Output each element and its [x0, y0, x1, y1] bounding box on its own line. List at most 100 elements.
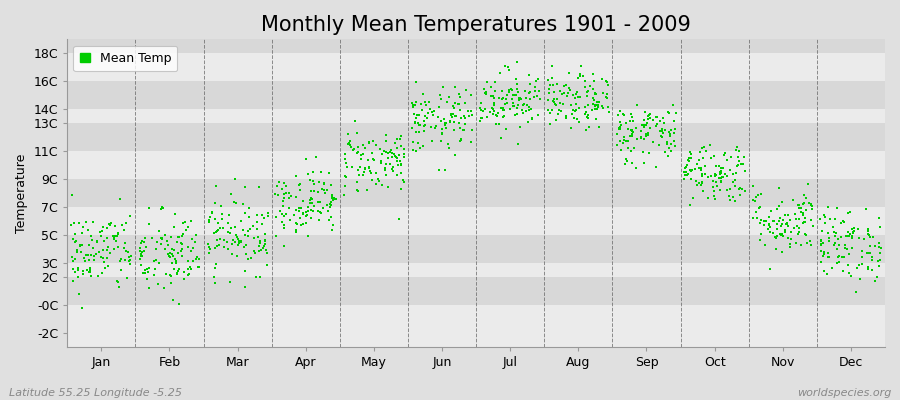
Point	[708, 196, 723, 202]
Point	[319, 190, 333, 196]
Point	[68, 238, 83, 244]
Point	[713, 186, 727, 193]
Point	[636, 124, 651, 131]
Point	[612, 124, 626, 131]
Point	[210, 243, 224, 249]
Point	[637, 117, 652, 123]
Point	[184, 266, 199, 273]
Point	[186, 258, 201, 264]
Point	[761, 214, 776, 220]
Point	[73, 243, 87, 250]
Point	[773, 230, 788, 237]
Point	[774, 232, 788, 239]
Point	[74, 249, 88, 255]
Point	[441, 140, 455, 147]
Point	[228, 176, 242, 182]
Point	[253, 237, 267, 244]
Point	[258, 238, 273, 244]
Point	[316, 204, 330, 211]
Point	[363, 168, 377, 174]
Point	[303, 196, 318, 203]
Point	[798, 231, 813, 237]
Point	[305, 169, 320, 175]
Point	[79, 219, 94, 226]
Point	[650, 114, 664, 121]
Point	[166, 266, 181, 272]
Point	[792, 229, 806, 236]
Point	[840, 246, 854, 253]
Point	[162, 250, 176, 257]
Point	[852, 234, 867, 241]
Point	[729, 147, 743, 154]
Point	[547, 96, 562, 102]
Point	[790, 222, 805, 229]
Point	[438, 124, 453, 131]
Point	[572, 105, 587, 111]
Point	[564, 111, 579, 117]
Point	[814, 241, 829, 248]
Point	[379, 132, 393, 138]
Point	[806, 203, 820, 209]
Point	[770, 226, 784, 232]
Point	[385, 166, 400, 172]
Point	[100, 224, 114, 231]
Point	[325, 193, 339, 200]
Point	[778, 227, 793, 234]
Point	[166, 246, 180, 252]
Point	[366, 156, 381, 163]
Point	[706, 178, 720, 184]
Point	[799, 207, 814, 214]
Point	[157, 285, 171, 292]
Point	[832, 253, 846, 259]
Point	[350, 149, 365, 156]
Bar	[68, 277, 885, 305]
Point	[505, 96, 519, 103]
Point	[874, 245, 888, 252]
Point	[156, 205, 170, 211]
Point	[629, 165, 643, 171]
Point	[828, 216, 842, 223]
Point	[362, 139, 376, 145]
Point	[116, 227, 130, 233]
Point	[103, 250, 117, 256]
Point	[86, 219, 100, 226]
Point	[592, 124, 607, 130]
Point	[84, 233, 98, 240]
Point	[302, 177, 317, 184]
Point	[652, 142, 666, 148]
Point	[248, 235, 262, 242]
Point	[526, 115, 540, 122]
Point	[700, 194, 715, 201]
Point	[137, 248, 151, 254]
Point	[327, 195, 341, 202]
Point	[269, 214, 284, 221]
Point	[757, 222, 771, 228]
Point	[202, 244, 217, 250]
Point	[444, 111, 458, 118]
Point	[838, 242, 852, 248]
Point	[767, 218, 781, 224]
Point	[596, 105, 610, 112]
Point	[379, 138, 393, 144]
Point	[816, 240, 831, 246]
Point	[228, 239, 242, 246]
Point	[600, 91, 615, 97]
Point	[95, 247, 110, 254]
Point	[706, 153, 721, 160]
Point	[81, 227, 95, 233]
Point	[636, 136, 651, 142]
Point	[221, 246, 236, 252]
Point	[728, 198, 742, 204]
Point	[616, 140, 630, 146]
Point	[618, 120, 633, 126]
Point	[417, 118, 431, 124]
Point	[312, 216, 327, 223]
Point	[846, 229, 860, 235]
Point	[758, 242, 772, 248]
Point	[342, 140, 356, 146]
Point	[324, 214, 338, 220]
Point	[750, 215, 764, 221]
Point	[323, 199, 338, 205]
Point	[379, 149, 393, 155]
Point	[274, 219, 289, 225]
